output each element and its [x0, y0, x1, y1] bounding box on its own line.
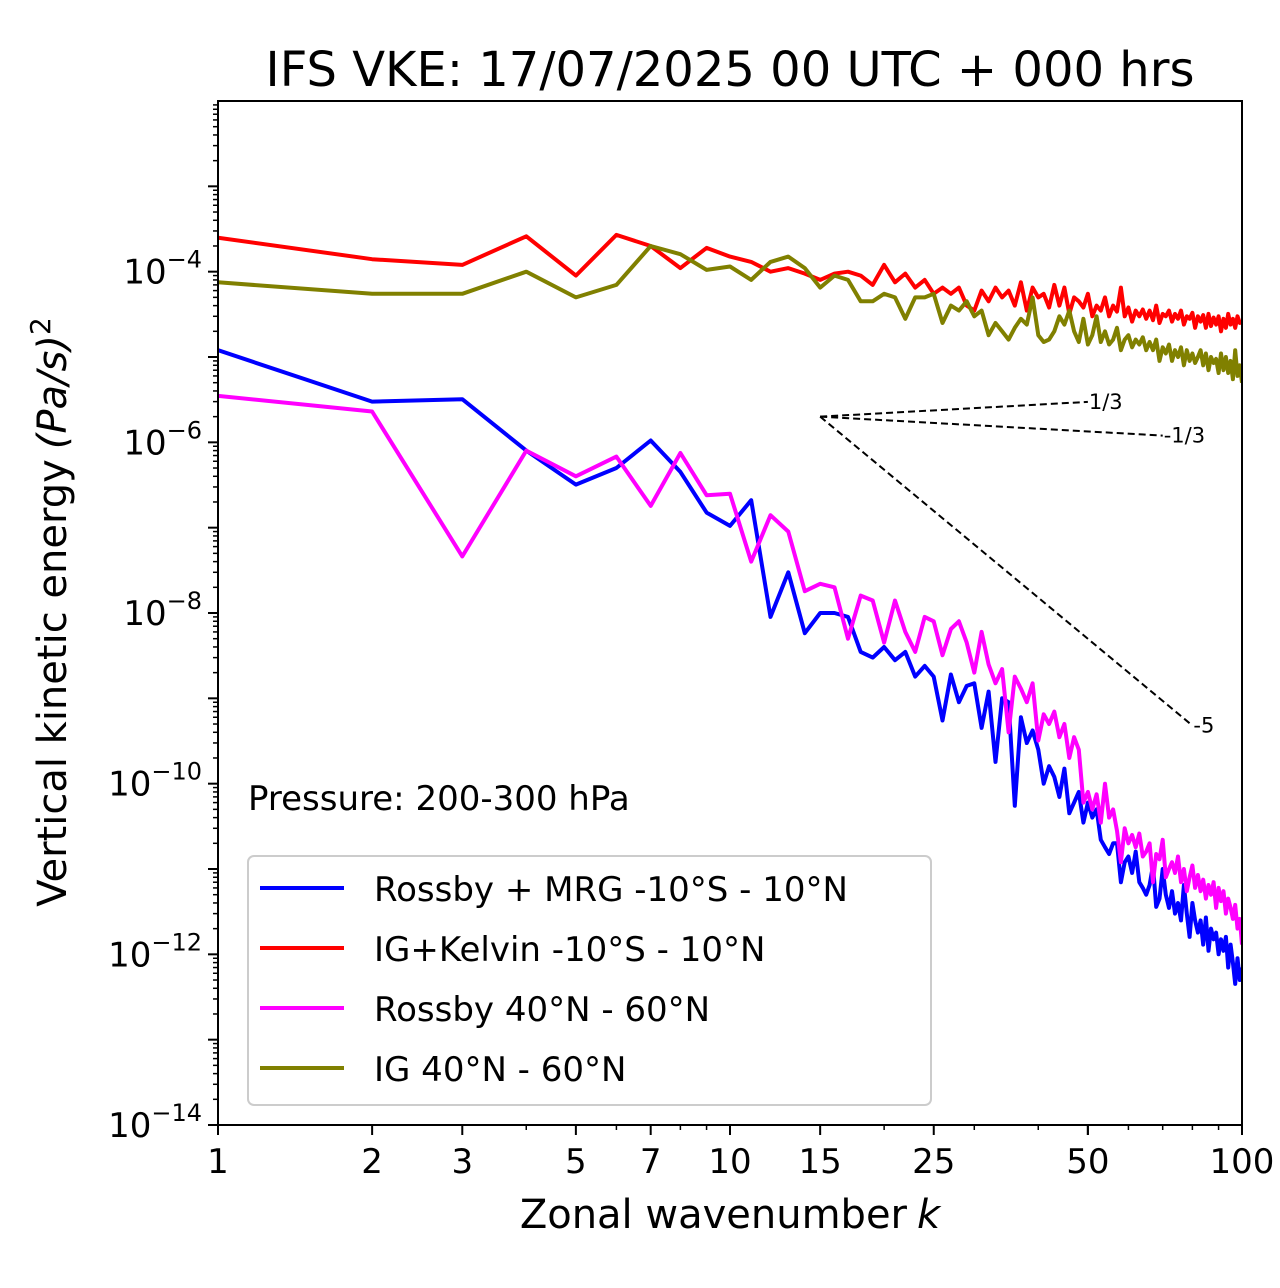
- legend-label: IG+Kelvin -10°S - 10°N: [374, 930, 765, 970]
- chart-title: IFS VKE: 17/07/2025 00 UTC + 000 hrs: [266, 42, 1195, 98]
- legend-label: Rossby 40°N - 60°N: [374, 990, 710, 1030]
- x-tick-label: 1: [207, 1142, 229, 1182]
- pressure-annotation: Pressure: 200-300 hPa: [248, 779, 630, 819]
- reference-line: [820, 415, 1163, 437]
- series-line-4: [218, 244, 1242, 383]
- legend-label: IG 40°N - 60°N: [374, 1050, 626, 1090]
- y-tick-label: 10−4: [123, 246, 202, 293]
- legend-label: Rossby + MRG -10°S - 10°N: [374, 870, 848, 910]
- x-tick-label: 100: [1210, 1142, 1275, 1182]
- x-axis-label-text: Zonal wavenumber: [520, 1192, 908, 1238]
- x-axis-label-var: k: [917, 1192, 942, 1238]
- y-axis-label-unit: (Pa/s): [30, 335, 76, 449]
- reference-line-label: -1/3: [1164, 424, 1205, 448]
- reference-slope-lines: 1/3 -1/3 -5: [819, 390, 1214, 738]
- y-tick-labels: 10−14 10−12 10−10 10−8 10−6 10−4: [108, 246, 202, 1146]
- x-tick-label: 50: [1066, 1142, 1109, 1182]
- y-axis-label: Vertical kinetic energy (Pa/s)2: [24, 317, 76, 907]
- series-line-2: [218, 232, 1242, 334]
- y-axis-label-exponent: 2: [24, 317, 57, 335]
- reference-line: [820, 400, 1088, 418]
- x-tick-label: 10: [708, 1142, 751, 1182]
- series-line-1: [218, 348, 1242, 986]
- series-line-3: [218, 393, 1242, 945]
- series-lines: [218, 232, 1242, 986]
- x-tick-label: 5: [565, 1142, 587, 1182]
- reference-line-label: -5: [1193, 714, 1214, 738]
- y-tick-label: 10−12: [108, 928, 202, 975]
- legend-frame: [247, 855, 932, 1106]
- x-tick-label: 25: [912, 1142, 955, 1182]
- reference-line-label: 1/3: [1089, 390, 1123, 414]
- plot-area-frame: [217, 100, 1243, 1126]
- x-axis-label: Zonal wavenumber k: [520, 1192, 942, 1238]
- y-tick-label: 10−14: [108, 1099, 202, 1146]
- reference-line: [819, 415, 1194, 727]
- legend: Rossby + MRG -10°S - 10°N IG+Kelvin -10°S…: [247, 855, 932, 1106]
- y-tick-label: 10−10: [108, 758, 202, 805]
- x-tick-label: 2: [361, 1142, 383, 1182]
- x-tick-label: 3: [451, 1142, 473, 1182]
- x-tick-label: 15: [799, 1142, 842, 1182]
- y-axis-label-text: Vertical kinetic energy: [30, 459, 76, 907]
- x-tick-labels: 1 2 3 5 7 10 15 25 50 100: [207, 1142, 1274, 1182]
- y-tick-label: 10−6: [123, 416, 202, 463]
- x-tick-label: 7: [640, 1142, 662, 1182]
- y-tick-label: 10−8: [123, 587, 202, 634]
